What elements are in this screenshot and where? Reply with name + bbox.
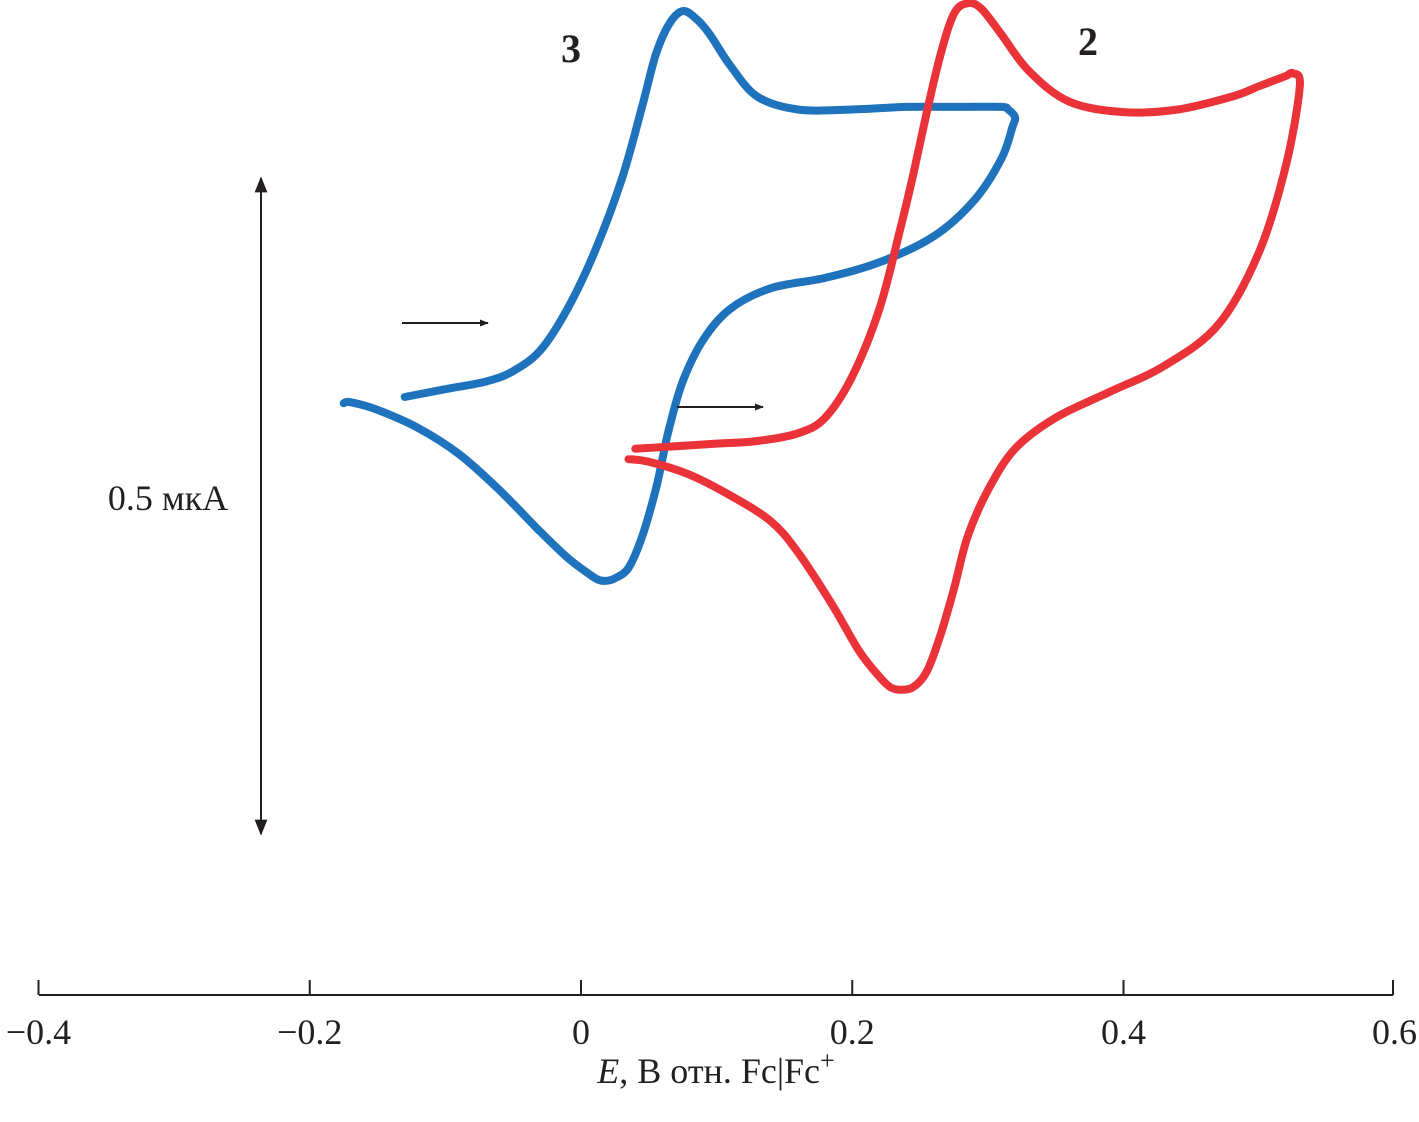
series-line-3 — [339, 7, 1020, 585]
x-ticks: −0.4 −0.2 0 0.2 0.4 0.6 — [6, 980, 1417, 1052]
x-axis-title: E, В отн. Fc|Fc+ — [596, 1046, 834, 1091]
series-label-2: 2 — [1078, 19, 1098, 64]
scan-direction-arrows — [402, 319, 764, 411]
x-axis-title-variable: E — [596, 1051, 619, 1091]
current-scale-bar: 0.5 мкА — [108, 176, 268, 836]
x-axis-title-text: , В отн. Fc|Fc — [619, 1051, 820, 1091]
series-line-2 — [624, 0, 1304, 694]
x-tick-label: 0.2 — [830, 1012, 875, 1052]
x-axis-title-superscript: + — [820, 1046, 835, 1075]
series-layer — [339, 0, 1304, 694]
x-axis: −0.4 −0.2 0 0.2 0.4 0.6 E, В отн. Fc|Fc+ — [6, 980, 1417, 1091]
series-labels: 3 2 — [561, 19, 1098, 71]
x-tick-label: −0.2 — [277, 1012, 342, 1052]
x-tick-label: −0.4 — [6, 1012, 71, 1052]
x-tick-label: 0.6 — [1372, 1012, 1417, 1052]
series-label-3: 3 — [561, 26, 581, 71]
x-tick-label: 0.4 — [1101, 1012, 1146, 1052]
scale-bar-label: 0.5 мкА — [108, 478, 228, 518]
x-tick-label: 0 — [572, 1012, 590, 1052]
